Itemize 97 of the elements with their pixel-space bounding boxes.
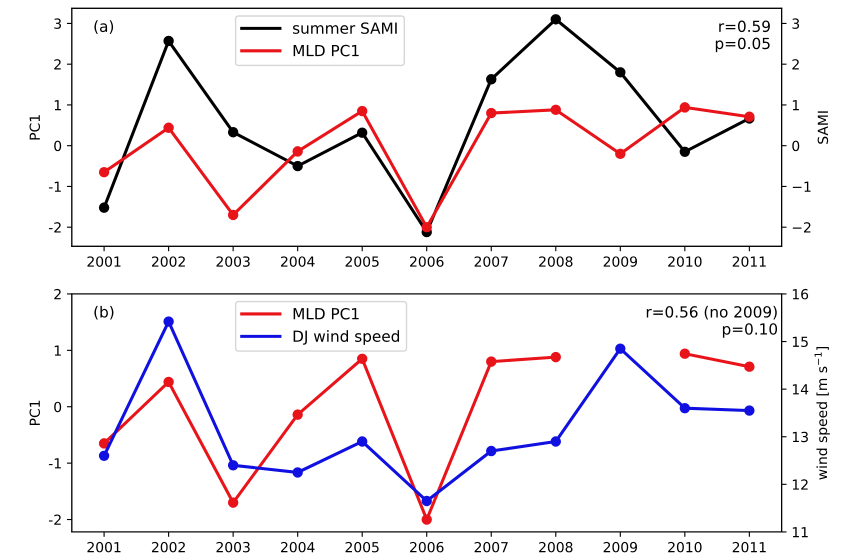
x-tick-label: 2001 (87, 256, 120, 267)
y-tick-label: -1 (48, 182, 61, 192)
point (615, 343, 626, 354)
point (356, 106, 368, 116)
y-tick-label: -2 (48, 222, 61, 232)
legend-label: DJ wind speed (294, 330, 400, 345)
point (744, 361, 755, 372)
y2-tick-label: 11 (792, 527, 808, 538)
annotation: (a) (94, 20, 114, 34)
point (744, 405, 755, 416)
point (292, 160, 303, 172)
y2-tick-label: −1 (792, 182, 811, 192)
point (486, 356, 496, 367)
y2-tick-label: 2 (792, 59, 799, 70)
x-tick-label: 2005 (346, 542, 379, 552)
y2-tick-label: 12 (792, 479, 808, 490)
point (163, 376, 174, 388)
y2-tick-label: 15 (792, 336, 808, 348)
x-tick-label: 2005 (346, 256, 379, 267)
y2-axis-title: SAMI (818, 111, 828, 144)
point (615, 67, 626, 78)
y2-tick-label: −2 (792, 222, 810, 232)
point (98, 438, 110, 449)
x-tick-label: 2007 (474, 542, 508, 552)
x-tick-label: 2010 (668, 256, 702, 267)
x-tick-label: 2003 (216, 256, 250, 267)
point (550, 104, 561, 116)
x-tick-label: 2008 (539, 542, 572, 552)
x-tick-label: 2009 (604, 256, 638, 267)
y-axis-title: PC1 (30, 400, 40, 426)
x-tick-label: 2003 (216, 542, 250, 552)
x-tick-label: 2006 (410, 256, 444, 267)
point (163, 36, 174, 46)
point (356, 127, 368, 138)
point (356, 436, 368, 447)
point (550, 352, 561, 362)
point (486, 446, 496, 456)
y2-tick-label: 13 (792, 432, 808, 442)
point (422, 222, 432, 232)
x-tick-label: 2011 (732, 256, 766, 267)
point (680, 348, 690, 359)
point (680, 146, 690, 158)
y2-axis-title: wind speed [m s$^{−1}$] (814, 346, 830, 480)
y-axis-title: PC1 (30, 115, 40, 140)
point (228, 460, 238, 471)
annotation: r=0.59 p=0.05 (716, 20, 770, 52)
point (422, 496, 432, 506)
x-tick-label: 2011 (732, 542, 766, 552)
point (550, 14, 561, 25)
x-tick-label: 2008 (539, 256, 572, 267)
y-tick-label: -1 (48, 458, 61, 468)
point (163, 122, 174, 133)
point (163, 316, 174, 327)
point (98, 450, 110, 461)
y-tick-label: 2 (54, 59, 61, 70)
x-tick-label: 2007 (474, 256, 508, 267)
x-tick-label: 2009 (604, 542, 638, 552)
point (422, 514, 432, 525)
y-tick-label: 2 (54, 288, 61, 300)
point (292, 146, 303, 157)
y-tick-label: 1 (54, 100, 61, 110)
point (228, 497, 238, 508)
y-tick-label: 0 (54, 140, 62, 152)
x-tick-label: 2004 (281, 542, 315, 552)
point (486, 74, 496, 84)
point (98, 166, 110, 178)
x-tick-label: 2006 (410, 542, 444, 552)
x-tick-label: 2001 (87, 542, 120, 552)
legend-label: MLD PC1 (294, 308, 359, 320)
x-tick-label: 2004 (281, 256, 315, 267)
y-tick-label: -2 (48, 514, 61, 525)
point (550, 436, 561, 447)
point (615, 148, 626, 160)
point (680, 402, 690, 414)
point (228, 127, 238, 138)
x-tick-label: 2010 (668, 542, 702, 552)
point (98, 202, 110, 213)
annotation: (b) (94, 306, 114, 320)
y2-tick-label: 16 (792, 288, 808, 300)
y2-tick-label: 14 (792, 384, 808, 394)
y2-tick-label: 3 (792, 18, 800, 29)
y-tick-label: 0 (54, 402, 62, 412)
y-tick-label: 1 (54, 345, 61, 356)
y2-tick-label: 0 (792, 140, 800, 152)
y-tick-label: 3 (54, 18, 61, 29)
point (292, 467, 303, 478)
point (356, 354, 368, 364)
y2-tick-label: 1 (792, 100, 799, 110)
x-tick-label: 2002 (152, 256, 185, 267)
point (228, 210, 238, 220)
legend-label: summer SAMI (292, 22, 397, 34)
x-tick-label: 2002 (152, 542, 185, 552)
point (486, 108, 496, 118)
legend-label: MLD PC1 (294, 44, 359, 56)
point (680, 102, 690, 113)
annotation: r=0.56 (no 2009) p=0.10 (646, 306, 778, 338)
point (292, 409, 303, 420)
